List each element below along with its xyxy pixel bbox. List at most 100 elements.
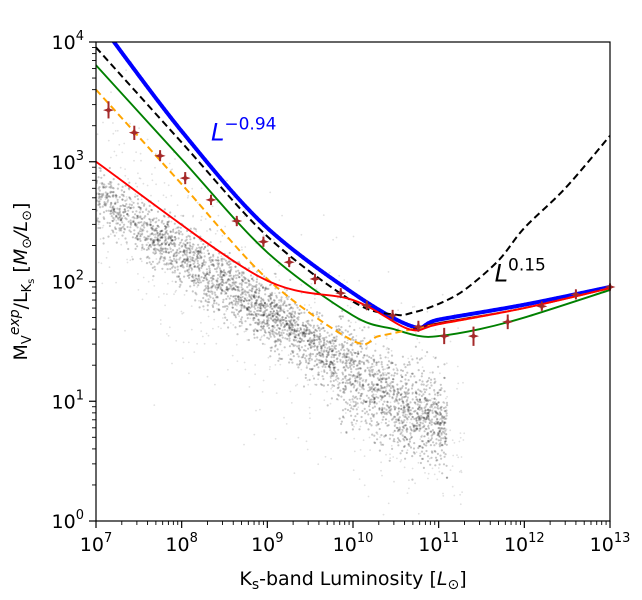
cloud-point bbox=[375, 361, 378, 364]
cloud-point bbox=[341, 381, 344, 384]
cloud-point bbox=[273, 306, 277, 309]
cloud-point bbox=[265, 313, 268, 315]
cloud-point bbox=[220, 255, 223, 258]
cloud-point bbox=[194, 291, 197, 294]
cloud-point bbox=[319, 354, 322, 357]
cloud-point bbox=[333, 368, 335, 371]
cloud-point bbox=[220, 288, 224, 291]
cloud-point bbox=[98, 192, 101, 196]
cloud-point bbox=[430, 438, 433, 441]
cloud-point bbox=[376, 433, 379, 435]
cloud-point bbox=[384, 372, 386, 374]
cloud-point bbox=[143, 221, 146, 224]
x-tick-label: 109 bbox=[251, 531, 283, 556]
cloud-point bbox=[413, 430, 416, 433]
cloud-point bbox=[372, 384, 375, 387]
cloud-point bbox=[352, 374, 355, 377]
cloud-point bbox=[431, 433, 434, 436]
cloud-point bbox=[236, 302, 240, 305]
cloud-point bbox=[432, 407, 435, 410]
cloud-point bbox=[272, 305, 276, 308]
cloud-point bbox=[227, 278, 230, 281]
cloud-point bbox=[309, 324, 312, 327]
cloud-point bbox=[196, 279, 199, 282]
cloud-point bbox=[330, 333, 333, 336]
cloud-point bbox=[396, 390, 399, 393]
cloud-point bbox=[206, 244, 209, 247]
cloud-point bbox=[206, 249, 209, 252]
cloud-point bbox=[378, 407, 381, 410]
cloud-point bbox=[174, 271, 177, 274]
cloud-point bbox=[219, 278, 222, 281]
cloud-point bbox=[296, 323, 299, 326]
cloud-point bbox=[185, 258, 188, 261]
cloud-point bbox=[383, 400, 386, 403]
cloud-point bbox=[390, 374, 393, 377]
cloud-point bbox=[215, 267, 219, 270]
cloud-point bbox=[145, 256, 148, 259]
cloud-point bbox=[369, 398, 372, 401]
cloud-point bbox=[427, 472, 430, 475]
cloud-point bbox=[405, 430, 408, 433]
cloud-point bbox=[312, 377, 316, 380]
cloud-point bbox=[217, 265, 220, 268]
cloud-point bbox=[281, 316, 284, 319]
cloud-point bbox=[115, 154, 118, 157]
cloud-point bbox=[377, 387, 380, 390]
cloud-point bbox=[263, 330, 267, 333]
cloud-point bbox=[270, 317, 273, 320]
cloud-point bbox=[334, 378, 337, 381]
cloud-point bbox=[350, 414, 353, 417]
cloud-point bbox=[414, 417, 418, 420]
cloud-point bbox=[208, 267, 211, 270]
cloud-point bbox=[183, 258, 186, 261]
cloud-point bbox=[174, 227, 177, 230]
cloud-point bbox=[297, 312, 299, 314]
cloud-point bbox=[304, 357, 307, 360]
cloud-point bbox=[284, 316, 287, 320]
cloud-point bbox=[214, 293, 217, 296]
cloud-point bbox=[260, 325, 263, 328]
cloud-point bbox=[283, 300, 286, 303]
cloud-point bbox=[208, 273, 211, 276]
cloud-point bbox=[102, 211, 106, 214]
cloud-point bbox=[200, 246, 203, 249]
cloud-point bbox=[218, 275, 222, 278]
cloud-point bbox=[122, 204, 125, 208]
cloud-point bbox=[332, 372, 335, 375]
cloud-point bbox=[413, 401, 416, 404]
cloud-point bbox=[325, 340, 328, 342]
cloud-point bbox=[261, 314, 265, 317]
cloud-point bbox=[213, 299, 216, 302]
cloud-point bbox=[115, 196, 118, 199]
cloud-point bbox=[386, 377, 389, 380]
cloud-point bbox=[357, 352, 360, 356]
cloud-point bbox=[434, 416, 437, 419]
cloud-point bbox=[117, 218, 120, 221]
cloud-point bbox=[253, 310, 256, 314]
cloud-point bbox=[240, 316, 244, 319]
cloud-point bbox=[219, 286, 222, 289]
cloud-point bbox=[282, 331, 285, 335]
cloud-point bbox=[122, 225, 125, 228]
cloud-point bbox=[264, 287, 267, 291]
cloud-point bbox=[392, 431, 395, 434]
cloud-point bbox=[436, 392, 439, 395]
cloud-point bbox=[147, 241, 150, 244]
cloud-point bbox=[349, 344, 352, 347]
cloud-point bbox=[97, 187, 100, 190]
cloud-point bbox=[358, 373, 361, 376]
cloud-point bbox=[269, 258, 271, 260]
cloud-point bbox=[136, 226, 139, 229]
cloud-point bbox=[159, 255, 163, 258]
cloud-point bbox=[168, 243, 171, 246]
cloud-point bbox=[362, 384, 365, 387]
cloud-point bbox=[225, 305, 228, 308]
cloud-point bbox=[158, 259, 161, 262]
cloud-point bbox=[404, 387, 407, 390]
cloud-point bbox=[136, 234, 139, 237]
cloud-point bbox=[228, 263, 231, 267]
cloud-point bbox=[328, 363, 332, 366]
cloud-point bbox=[359, 367, 362, 370]
cloud-point bbox=[292, 316, 294, 319]
